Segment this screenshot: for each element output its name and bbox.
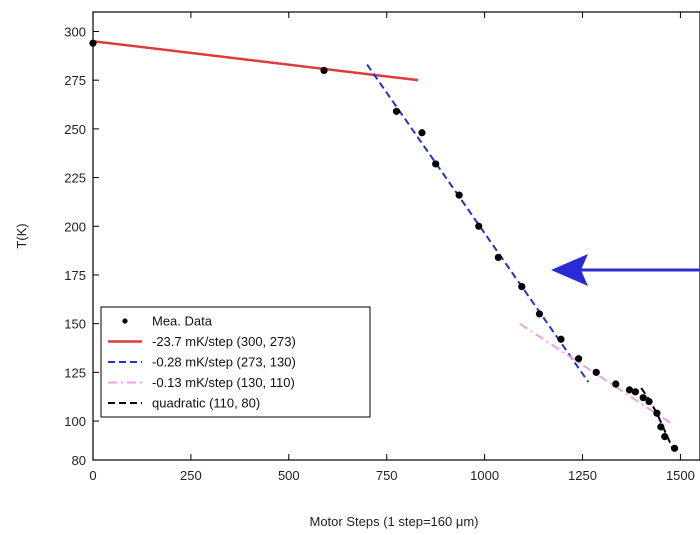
x-tick-label: 250 bbox=[180, 468, 202, 483]
y-tick-label: 275 bbox=[64, 73, 86, 88]
legend-label: Mea. Data bbox=[152, 314, 213, 329]
data-point bbox=[432, 160, 440, 168]
legend-label: -0.28 mK/step (273, 130) bbox=[152, 355, 296, 370]
data-point bbox=[653, 409, 661, 417]
data-point bbox=[657, 423, 665, 431]
data-point bbox=[625, 386, 634, 394]
data-point bbox=[455, 191, 463, 199]
data-point bbox=[494, 253, 502, 262]
fit-line-1 bbox=[92, 39, 419, 82]
y-tick-label: 175 bbox=[64, 268, 86, 283]
y-tick-label: 100 bbox=[64, 414, 86, 429]
data-point bbox=[612, 380, 620, 388]
y-tick-label: 200 bbox=[64, 219, 86, 234]
data-points bbox=[89, 39, 679, 452]
y-tick-label: 150 bbox=[64, 317, 86, 332]
y-tick-label: 80 bbox=[72, 453, 86, 468]
y-tick-label: 225 bbox=[64, 171, 86, 186]
y-axis-label: T(K) bbox=[14, 223, 29, 248]
x-tick-label: 1000 bbox=[470, 468, 499, 483]
data-point bbox=[475, 222, 483, 230]
legend-label: -23.7 mK/step (300, 273) bbox=[152, 334, 296, 349]
x-axis: 0 250 500 750 1000 1250 1500 bbox=[89, 12, 695, 483]
x-tick-label: 1250 bbox=[568, 468, 597, 483]
x-tick-label: 0 bbox=[89, 468, 96, 483]
data-point bbox=[418, 129, 426, 137]
y-tick-label: 250 bbox=[64, 122, 86, 137]
data-point bbox=[639, 394, 647, 402]
data-point bbox=[557, 335, 565, 343]
data-point bbox=[645, 397, 653, 406]
legend-label: quadratic (110, 80) bbox=[152, 396, 260, 411]
x-tick-label: 750 bbox=[376, 468, 398, 483]
data-point bbox=[518, 283, 526, 291]
data-point bbox=[631, 388, 639, 396]
legend-marker bbox=[122, 318, 128, 324]
data-point bbox=[575, 355, 583, 363]
data-point bbox=[670, 444, 679, 452]
data-point bbox=[392, 107, 401, 115]
data-point bbox=[535, 310, 544, 318]
legend: Mea. Data -23.7 mK/step (300, 273) -0.28 m… bbox=[100, 306, 371, 418]
annotation-arrow bbox=[551, 254, 700, 286]
data-point bbox=[661, 433, 669, 441]
data-point bbox=[592, 368, 600, 376]
data-point bbox=[320, 66, 328, 75]
y-axis: 80 100 125 150 175 200 225 250 275 300 bbox=[64, 24, 99, 468]
legend-label: -0.13 mK/step (130, 110) bbox=[152, 375, 295, 390]
x-tick-label: 500 bbox=[278, 468, 300, 483]
x-tick-label: 1500 bbox=[666, 468, 695, 483]
x-axis-label: Motor Steps (1 step=160 μm) bbox=[310, 514, 479, 529]
legend-box bbox=[100, 306, 371, 418]
y-tick-label: 125 bbox=[64, 365, 86, 380]
data-point bbox=[89, 39, 97, 47]
y-tick-label: 300 bbox=[64, 24, 86, 39]
